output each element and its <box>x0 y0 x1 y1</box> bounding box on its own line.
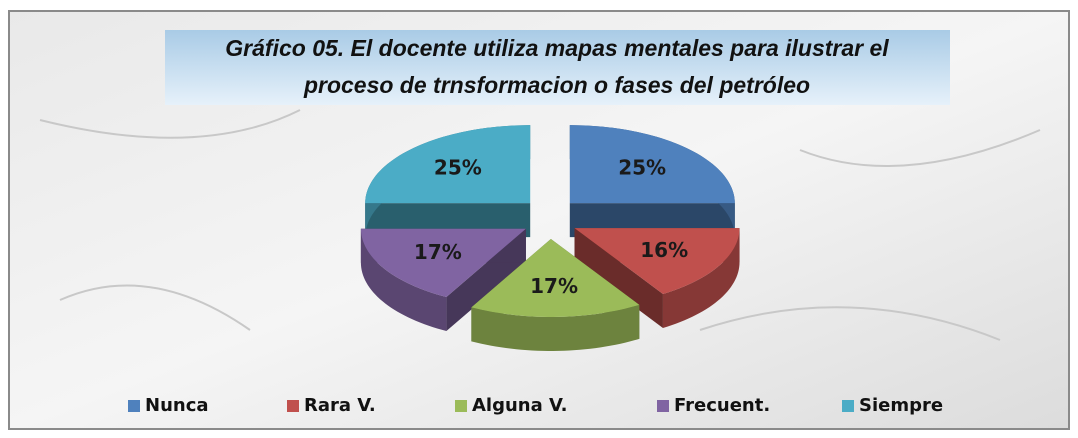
slice <box>365 125 531 204</box>
legend-label: Nunca <box>145 395 209 416</box>
slice-side <box>662 228 740 328</box>
slice <box>574 228 740 294</box>
legend-swatch <box>287 400 299 412</box>
chart-title: Gráfico 05. El docente utiliza mapas men… <box>225 35 889 61</box>
value-label: 25% <box>434 155 482 179</box>
slice <box>360 228 526 298</box>
slice-side <box>360 228 447 332</box>
legend-swatch <box>128 400 140 412</box>
title-box <box>165 30 950 105</box>
value-label: 17% <box>414 240 462 264</box>
value-label: 25% <box>618 155 666 179</box>
value-label: 17% <box>530 274 578 298</box>
legend-swatch <box>842 400 854 412</box>
slice-side <box>365 203 531 238</box>
legend-swatch <box>455 400 467 412</box>
slice-side <box>471 304 640 351</box>
value-label: 16% <box>640 238 688 262</box>
legend-label: Frecuent. <box>674 395 770 416</box>
chart-title: proceso de trnsformacion o fases del pet… <box>303 72 810 98</box>
marble-veins <box>39 109 1041 341</box>
slice <box>471 238 640 317</box>
legend-swatch <box>657 400 669 412</box>
slice-side <box>574 228 663 328</box>
legend-label: Siempre <box>859 395 943 416</box>
slice <box>569 125 735 204</box>
legend-label: Alguna V. <box>472 395 567 416</box>
legend-label: Rara V. <box>304 395 376 416</box>
